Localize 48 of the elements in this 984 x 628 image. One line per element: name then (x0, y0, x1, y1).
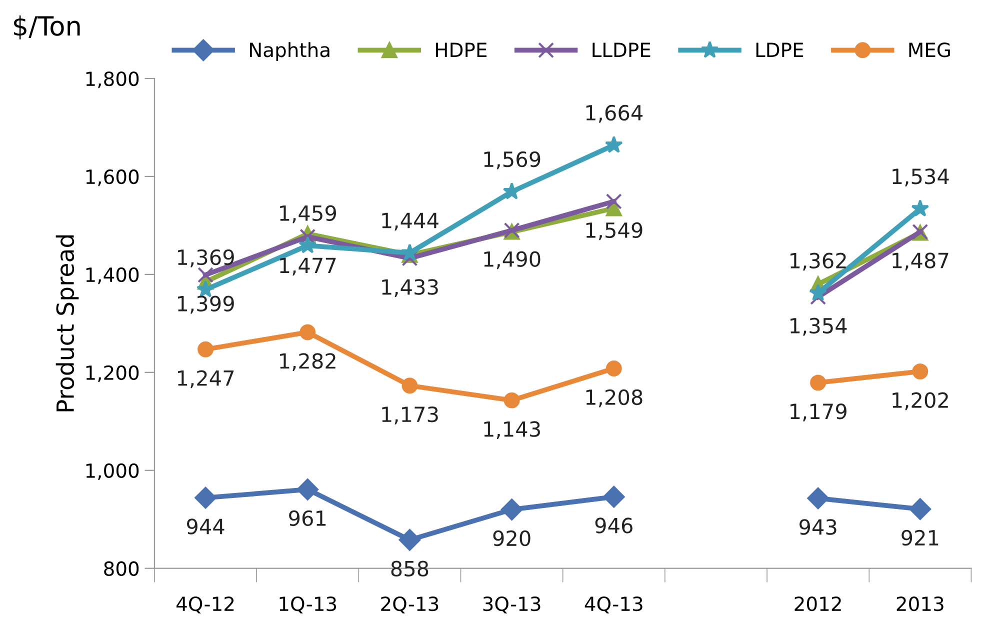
data-label: 1,362 (790, 252, 846, 271)
data-label: 1,247 (178, 370, 234, 388)
data-label: 1,369 (178, 249, 234, 268)
data-label: 1,569 (484, 151, 540, 170)
data-label: 946 (595, 518, 632, 534)
data-label: 920 (493, 530, 530, 546)
data-label: 944 (186, 518, 224, 534)
data-label: 921 (902, 530, 938, 546)
data-label: 1,433 (382, 279, 438, 297)
data-label: 1,173 (382, 406, 438, 424)
data-label: 943 (800, 519, 836, 535)
x-tick-label: 1Q-13 (280, 596, 336, 614)
y-tick-label: 1,000 (86, 463, 139, 480)
chart-title: $/Ton (14, 15, 80, 40)
legend-label: MEG (909, 42, 950, 58)
data-label: 1,444 (382, 212, 438, 230)
data-label: 1,179 (790, 404, 846, 422)
data-label: 1,490 (484, 251, 540, 270)
data-label: 1,477 (280, 258, 336, 276)
x-tick-label: 2Q-13 (381, 596, 438, 614)
x-tick-label: 3Q-13 (483, 596, 540, 614)
data-label: 1,354 (790, 318, 847, 336)
y-tick-label: 800 (104, 561, 139, 576)
data-label: 858 (391, 560, 428, 577)
legend-label: HDPE (436, 42, 486, 57)
y-axis-title: Product Spread (56, 235, 79, 412)
y-tick-label: 1,600 (86, 169, 139, 186)
x-tick-label: 2012 (794, 596, 841, 612)
x-tick-label: 2013 (896, 596, 944, 612)
legend-label: Naphtha (250, 42, 330, 61)
data-label: 1,487 (892, 252, 948, 271)
legend-label: LDPE (756, 42, 804, 57)
legend-label: LLDPE (592, 42, 650, 57)
y-tick-label: 1,400 (86, 267, 139, 284)
data-label: 1,459 (280, 205, 336, 224)
data-label: 1,664 (586, 104, 643, 123)
x-tick-label: 4Q-13 (584, 596, 642, 614)
data-label: 961 (289, 510, 326, 526)
x-tick-label: 4Q-12 (176, 596, 234, 614)
data-label: 1,534 (892, 168, 949, 186)
y-tick-label: 1,800 (86, 71, 139, 88)
data-label: 1,202 (892, 392, 948, 410)
y-tick-label: 1,200 (86, 365, 139, 382)
data-label: 1,143 (484, 421, 540, 440)
data-label: 1,208 (586, 389, 642, 408)
data-label: 1,282 (280, 353, 336, 371)
data-label: 1,399 (178, 296, 234, 314)
data-label: 1,549 (586, 222, 642, 240)
